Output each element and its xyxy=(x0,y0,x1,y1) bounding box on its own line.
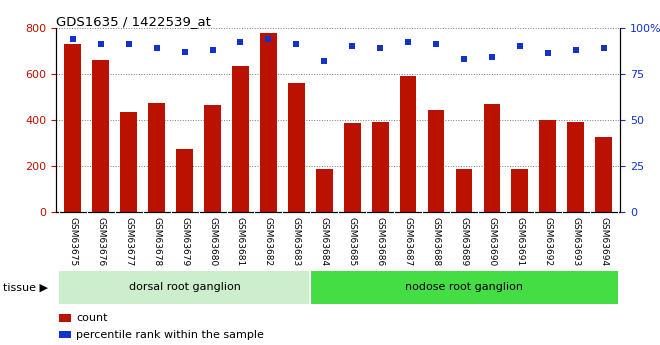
Text: dorsal root ganglion: dorsal root ganglion xyxy=(129,282,240,292)
Text: GSM63682: GSM63682 xyxy=(264,217,273,266)
Text: GSM63689: GSM63689 xyxy=(459,217,469,266)
Bar xyxy=(512,169,528,212)
Bar xyxy=(59,271,310,304)
Text: GSM63694: GSM63694 xyxy=(599,217,608,266)
Point xyxy=(180,49,190,55)
Bar xyxy=(92,60,109,212)
Bar xyxy=(400,76,416,212)
Point xyxy=(67,36,78,41)
Bar xyxy=(260,33,277,212)
Point xyxy=(543,51,553,56)
Text: GSM63677: GSM63677 xyxy=(124,217,133,266)
Point xyxy=(375,45,385,51)
Bar xyxy=(344,124,360,212)
Point xyxy=(515,43,525,49)
Text: GSM63678: GSM63678 xyxy=(152,217,161,266)
Text: GSM63681: GSM63681 xyxy=(236,217,245,266)
Bar xyxy=(372,122,389,212)
Text: nodose root ganglion: nodose root ganglion xyxy=(405,282,523,292)
Text: GSM63675: GSM63675 xyxy=(69,217,77,266)
Point xyxy=(207,47,218,52)
Point xyxy=(123,41,134,47)
Text: GSM63684: GSM63684 xyxy=(320,217,329,266)
Text: GSM63683: GSM63683 xyxy=(292,217,301,266)
Bar xyxy=(316,169,333,212)
Text: percentile rank within the sample: percentile rank within the sample xyxy=(76,330,264,339)
Point xyxy=(459,56,469,62)
Text: GSM63692: GSM63692 xyxy=(543,217,552,266)
Point xyxy=(403,40,413,45)
Bar xyxy=(568,122,584,212)
Text: GSM63686: GSM63686 xyxy=(376,217,385,266)
Bar xyxy=(455,169,473,212)
Text: GDS1635 / 1422539_at: GDS1635 / 1422539_at xyxy=(56,16,211,29)
Text: count: count xyxy=(76,313,108,323)
Point xyxy=(291,41,302,47)
Bar xyxy=(539,120,556,212)
Bar xyxy=(65,44,81,212)
Point xyxy=(570,47,581,52)
Point xyxy=(96,41,106,47)
Point xyxy=(486,55,497,60)
Text: GSM63690: GSM63690 xyxy=(487,217,496,266)
Bar xyxy=(120,112,137,212)
Bar xyxy=(484,104,500,212)
Point xyxy=(263,36,274,41)
Bar xyxy=(595,137,612,212)
Text: GSM63687: GSM63687 xyxy=(403,217,412,266)
Text: GSM63680: GSM63680 xyxy=(208,217,217,266)
Text: GSM63693: GSM63693 xyxy=(571,217,580,266)
Point xyxy=(431,41,442,47)
Bar xyxy=(148,102,165,212)
Point xyxy=(599,45,609,51)
Bar xyxy=(288,83,305,212)
Text: GSM63691: GSM63691 xyxy=(515,217,524,266)
Text: GSM63676: GSM63676 xyxy=(96,217,106,266)
Point xyxy=(151,45,162,51)
Bar xyxy=(310,271,618,304)
Text: GSM63679: GSM63679 xyxy=(180,217,189,266)
Point xyxy=(319,58,329,63)
Bar xyxy=(428,109,444,212)
Text: GSM63685: GSM63685 xyxy=(348,217,356,266)
Text: GSM63688: GSM63688 xyxy=(432,217,440,266)
Point xyxy=(347,43,358,49)
Point xyxy=(235,40,246,45)
Bar xyxy=(204,105,221,212)
Text: tissue ▶: tissue ▶ xyxy=(3,283,48,292)
Bar xyxy=(232,66,249,212)
Bar xyxy=(176,149,193,212)
